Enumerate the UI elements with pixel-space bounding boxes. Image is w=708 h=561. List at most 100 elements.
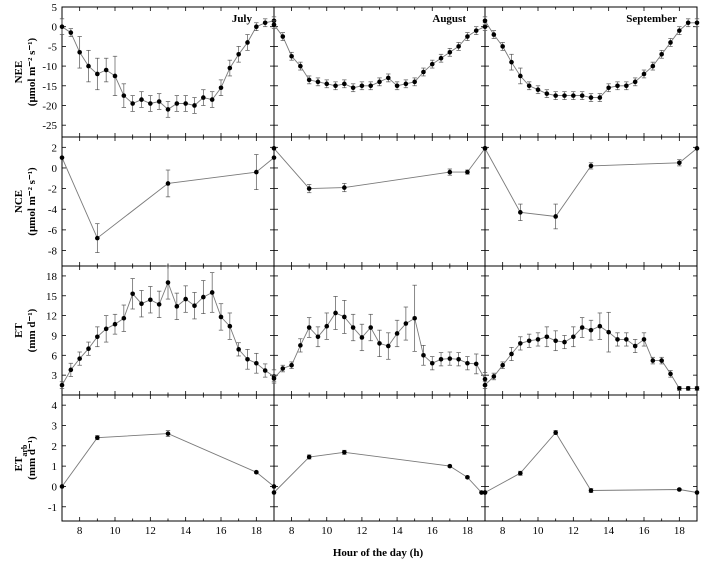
data-point <box>668 371 673 377</box>
data-point <box>535 337 541 342</box>
data-point <box>245 356 250 362</box>
data-point <box>218 85 224 91</box>
data-point <box>588 327 594 333</box>
data-point <box>694 386 700 391</box>
data-point <box>262 368 268 373</box>
panel-NEE-july <box>59 6 277 137</box>
data-point <box>677 160 682 166</box>
x-tick-label: 8 <box>77 525 83 537</box>
data-point <box>518 210 523 215</box>
data-point <box>236 347 241 352</box>
panel-ETarb-july <box>59 395 277 521</box>
y-tick-label: 4 <box>52 400 58 412</box>
data-point <box>271 155 277 160</box>
data-point <box>130 291 135 297</box>
data-point <box>438 356 444 362</box>
data-point <box>606 329 611 335</box>
data-point <box>606 85 611 91</box>
data-point <box>482 18 488 24</box>
x-tick-label: 8 <box>500 525 506 537</box>
data-point <box>456 44 461 49</box>
data-point <box>368 83 374 89</box>
data-point <box>254 24 259 29</box>
y-axis-label-NEE: NEE (μmol m⁻² s⁻¹) <box>13 37 38 106</box>
data-point <box>632 79 638 85</box>
data-point <box>148 101 153 106</box>
x-tick-label: 18 <box>674 525 686 537</box>
data-point <box>95 71 100 77</box>
data-point <box>500 44 505 49</box>
data-point <box>95 235 100 241</box>
data-point <box>544 91 550 96</box>
y-tick-label: 0 <box>52 481 58 493</box>
data-point <box>342 81 347 87</box>
data-point <box>412 79 417 85</box>
data-point <box>597 323 603 329</box>
data-point <box>526 338 532 344</box>
x-tick-label: 18 <box>251 525 263 537</box>
data-point <box>68 367 74 373</box>
data-point <box>271 22 277 28</box>
data-point <box>421 69 426 75</box>
y-tick-label: 0 <box>52 22 58 34</box>
data-point <box>465 169 470 175</box>
y-tick-label: 6 <box>52 350 58 362</box>
y-tick-labels: 5 0 -5 -10 -15 -20 -25 2 0 -2 -4 -6 -8 18 15 12 9 6 3 4 3 2 1 0… <box>42 2 57 514</box>
data-point <box>377 341 382 346</box>
data-point <box>641 71 647 77</box>
panel-NCE-september <box>482 137 700 266</box>
data-point <box>394 331 400 336</box>
data-point <box>482 382 488 388</box>
data-point <box>456 356 461 362</box>
data-point <box>615 83 620 89</box>
data-point <box>59 484 65 489</box>
data-point <box>156 302 162 307</box>
data-point <box>650 358 656 363</box>
data-point <box>201 294 206 300</box>
data-point <box>201 95 206 100</box>
y-tick-label: -6 <box>48 225 58 237</box>
y-tick-label: -2 <box>48 184 57 196</box>
data-point <box>121 315 127 321</box>
data-point <box>509 351 514 357</box>
data-point <box>86 346 91 351</box>
y-axis-label-NCE: NCE (μmol m⁻² s⁻¹) <box>13 167 38 236</box>
data-point <box>306 454 312 460</box>
data-point <box>385 75 391 81</box>
data-point <box>306 186 312 191</box>
data-point <box>659 51 664 57</box>
y-tick-label: -1 <box>48 502 57 514</box>
panel-ETarb-august <box>271 395 488 521</box>
data-point <box>165 280 171 285</box>
data-point <box>447 50 453 55</box>
y-tick-label: 2 <box>52 142 58 154</box>
data-point <box>139 97 144 102</box>
data-point <box>518 470 523 476</box>
data-point <box>333 310 338 316</box>
data-point <box>86 63 91 69</box>
y-tick-label: 3 <box>52 420 58 432</box>
data-point <box>553 93 558 98</box>
data-point <box>254 469 259 475</box>
data-point <box>685 386 691 391</box>
data-point <box>694 490 700 495</box>
data-point <box>685 20 691 26</box>
data-point <box>632 343 638 349</box>
y-tick-label: -15 <box>42 81 57 93</box>
data-point <box>271 376 277 381</box>
data-point <box>289 53 294 59</box>
series-line <box>484 148 698 217</box>
data-point <box>148 297 153 303</box>
data-point <box>227 65 233 71</box>
data-point <box>491 32 497 37</box>
data-point <box>553 214 558 219</box>
data-point <box>59 24 65 29</box>
y-tick-label: -10 <box>42 61 57 73</box>
data-point <box>482 146 488 151</box>
data-point <box>95 435 100 440</box>
data-point <box>535 87 541 93</box>
data-point <box>694 146 700 151</box>
data-point <box>227 323 233 329</box>
panel-grid <box>59 6 700 521</box>
data-point <box>412 315 417 321</box>
